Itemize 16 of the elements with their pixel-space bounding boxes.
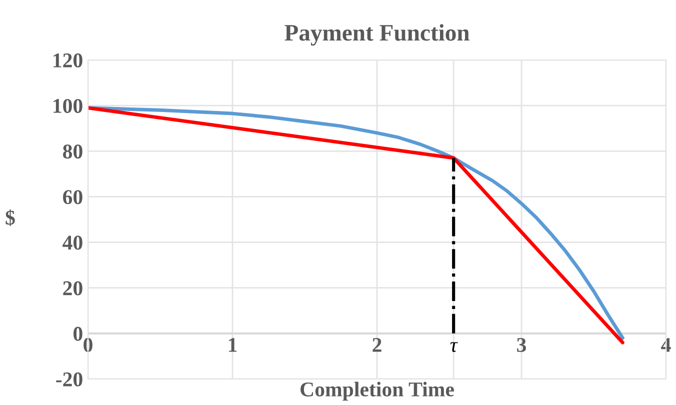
y-tick-label: -20: [56, 372, 82, 386]
y-axis-title: $: [6, 209, 15, 226]
x-tick-label: 2: [372, 338, 382, 352]
y-tick-label: 100: [54, 98, 82, 114]
x-tick-label: τ: [450, 342, 458, 352]
x-axis-title: Completion Time: [300, 382, 454, 401]
y-tick-label: 80: [63, 144, 82, 159]
x-tick-label: 3: [517, 338, 526, 352]
y-tick-label: 20: [63, 281, 82, 296]
chart-title: Payment Function: [284, 24, 470, 46]
x-tick-label: 0: [84, 338, 92, 352]
y-tick-label: 60: [63, 190, 82, 204]
x-tick-label: 1: [228, 338, 237, 352]
y-tick-label: 0: [74, 326, 82, 341]
y-tick-label: 120: [54, 53, 82, 68]
y-tick-label: 40: [62, 236, 82, 250]
